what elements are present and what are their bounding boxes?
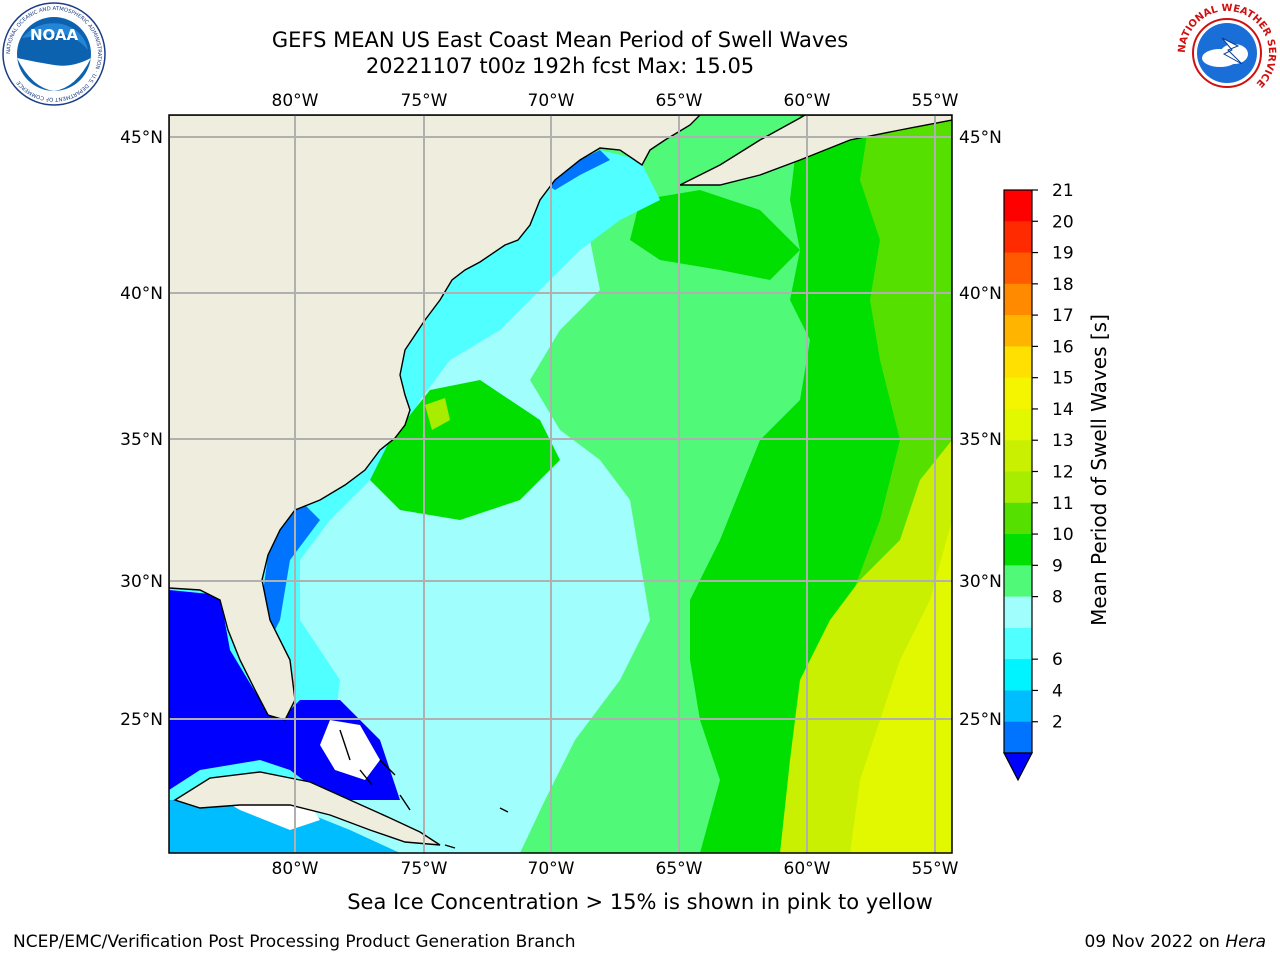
lat-label: 35°N	[959, 430, 1002, 450]
lat-label: 25°N	[959, 710, 1002, 730]
lon-label: 80°W	[272, 91, 319, 111]
contour-band-10-11-hatteras	[370, 380, 560, 520]
colorbar-tick-label: 11	[1052, 494, 1074, 514]
lat-label: 35°N	[120, 430, 163, 450]
noaa-logo-text: NOAA	[30, 26, 79, 44]
lat-label: 25°N	[120, 710, 163, 730]
contour-band-2-4-gulfmaine	[540, 150, 610, 190]
map-area	[169, 115, 952, 853]
colorbar-tick-label: 18	[1052, 275, 1074, 295]
colorbar-tick-label: 2	[1052, 713, 1063, 733]
colorbar-tick-label: 19	[1052, 244, 1074, 264]
lon-labels-bottom: 80°W 75°W 70°W 65°W 60°W 55°W	[272, 859, 959, 879]
colorbar-segment	[1004, 252, 1032, 285]
lon-labels-top: 80°W 75°W 70°W 65°W 60°W 55°W	[272, 91, 959, 111]
nodata-patch-bahamas	[320, 720, 380, 780]
colorbar-segment	[1004, 283, 1032, 316]
colorbar-tick-label: 6	[1052, 650, 1063, 670]
land-bahamas-islands	[339, 729, 509, 849]
colorbar-tick-label: 20	[1052, 212, 1074, 232]
lat-labels-left: 45°N 40°N 35°N 30°N 25°N	[120, 128, 163, 730]
lat-label: 40°N	[959, 284, 1002, 304]
contour-band-12-13-hatteras	[425, 398, 450, 430]
lat-label: 45°N	[120, 128, 163, 148]
map-frame	[168, 114, 953, 854]
colorbar-tick-label: 9	[1052, 556, 1063, 576]
contour-band-13-14	[850, 520, 952, 853]
colorbar-segment	[1004, 659, 1032, 691]
colorbar-underflow-triangle	[1003, 752, 1033, 782]
contour-band-10-11-north	[630, 190, 800, 280]
lat-label: 40°N	[120, 284, 163, 304]
colorbar-title: Mean Period of Swell Waves [s]	[1087, 314, 1111, 626]
colorbar-tick-label: 4	[1052, 681, 1063, 701]
colorbar-segment	[1004, 596, 1032, 629]
colorbar-segment	[1004, 690, 1032, 723]
lon-label: 70°W	[528, 859, 575, 879]
chart-subtitle: 20221107 t00z 192h fcst Max: 15.05	[365, 54, 755, 78]
lat-label: 30°N	[120, 572, 163, 592]
colorbar-segment	[1004, 627, 1032, 660]
colorbar-segment	[1004, 502, 1032, 535]
colorbar-segment	[1004, 190, 1032, 222]
colorbar-segment	[1004, 377, 1032, 410]
colorbar-segment	[1004, 221, 1032, 254]
lon-label: 65°W	[656, 91, 703, 111]
lon-label: 75°W	[401, 859, 448, 879]
lon-label: 80°W	[272, 859, 319, 879]
colorbar-segment	[1004, 408, 1032, 441]
colorbar-segment	[1004, 440, 1032, 472]
noaa-logo-icon: NOAA NATIONAL OCEANIC AND ATMOSPHERIC AD…	[2, 2, 106, 106]
colorbar-segment	[1004, 315, 1032, 347]
colorbar: 21 20 19 18 17 16 15 14 13 12 11 10 9 8 6 4 2	[1003, 181, 1074, 782]
footer-host: Hera	[1225, 932, 1266, 952]
lon-label: 55°W	[912, 91, 959, 111]
footer-date-text: 09 Nov 2022 on	[1084, 932, 1220, 952]
colorbar-tick-label: 17	[1052, 306, 1074, 326]
colorbar-segment	[1004, 534, 1032, 566]
lon-label: 60°W	[784, 91, 831, 111]
lon-label: 60°W	[784, 859, 831, 879]
colorbar-tick-label: 14	[1052, 400, 1074, 420]
graticule	[169, 115, 952, 853]
footer-date: 09 Nov 2022 on Hera	[1084, 932, 1266, 952]
lat-label: 45°N	[959, 128, 1002, 148]
footer-credit: NCEP/EMC/Verification Post Processing Pr…	[13, 932, 576, 952]
lon-label: 55°W	[912, 859, 959, 879]
sea-ice-note: Sea Ice Concentration > 15% is shown in …	[347, 890, 933, 914]
colorbar-tick-label: 16	[1052, 337, 1074, 357]
colorbar-tick-label: 10	[1052, 525, 1074, 545]
nws-logo-icon: NATIONAL WEATHER SERVICE	[1177, 3, 1277, 103]
colorbar-tick-label: 8	[1052, 588, 1063, 608]
colorbar-tick-label: 21	[1052, 181, 1074, 201]
colorbar-segment	[1004, 565, 1032, 598]
colorbar-tick-label: 13	[1052, 431, 1074, 451]
lat-labels-right: 45°N 40°N 35°N 30°N 25°N	[959, 128, 1002, 730]
lon-label: 65°W	[656, 859, 703, 879]
colorbar-segment	[1004, 721, 1032, 754]
colorbar-tick-label: 15	[1052, 369, 1074, 389]
lon-label: 75°W	[401, 91, 448, 111]
chart-title: GEFS MEAN US East Coast Mean Period of S…	[271, 28, 849, 52]
land-cuba	[173, 771, 441, 846]
land-nova-scotia	[679, 115, 952, 186]
land-north-america	[169, 115, 701, 721]
lon-label: 70°W	[528, 91, 575, 111]
colorbar-tick-label: 12	[1052, 463, 1074, 483]
colorbar-segment	[1004, 471, 1032, 504]
lat-label: 30°N	[959, 572, 1002, 592]
colorbar-segment	[1004, 346, 1032, 379]
